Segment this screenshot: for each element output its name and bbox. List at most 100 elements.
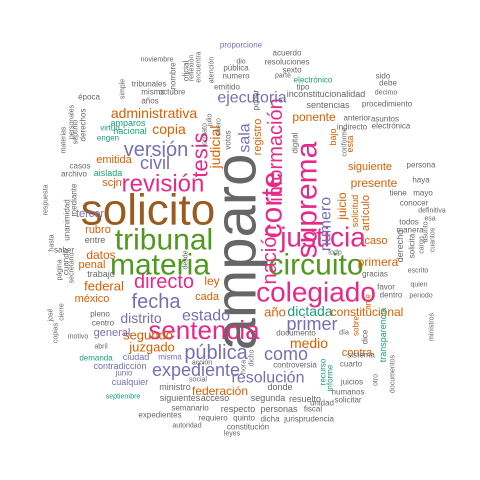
cloud-word: ciudad (123, 352, 150, 362)
cloud-word: anterior (343, 114, 370, 123)
cloud-word: leyes (224, 431, 241, 438)
cloud-word: octubre (159, 88, 186, 97)
cloud-word: versión (124, 139, 188, 161)
cloud-word: atención (209, 57, 216, 84)
cloud-word: contra (342, 347, 373, 359)
cloud-word: decimo (375, 90, 398, 97)
cloud-word: tiene (389, 189, 407, 198)
cloud-word: rubro (85, 224, 111, 236)
cloud-word: cuando (62, 248, 71, 275)
cloud-word: dictada (287, 303, 332, 319)
cloud-word: centro (92, 319, 115, 328)
cloud-word: suprema (291, 141, 324, 258)
cloud-word: distrito (120, 310, 161, 326)
cloud-word: cuarto (340, 360, 363, 369)
cloud-word: méxico (75, 293, 110, 305)
cloud-word: amparos (110, 118, 146, 128)
cloud-word: archivo (61, 170, 87, 179)
cloud-word: derechos (79, 109, 88, 142)
cloud-word: documentos (390, 354, 397, 393)
cloud-word: julio (207, 114, 214, 128)
cloud-word: número (318, 197, 335, 251)
cloud-word: unidad (310, 399, 334, 408)
cloud-word: ante (364, 294, 373, 310)
cloud-word: civil (140, 153, 170, 173)
cloud-word: dicha (260, 415, 280, 424)
cloud-word: cierre (59, 303, 66, 321)
cloud-word: digital (291, 132, 300, 153)
cloud-word: información (265, 98, 287, 201)
cloud-word: todos (399, 218, 419, 227)
cloud-word: hora (241, 360, 248, 374)
cloud-word: revisión (122, 171, 205, 198)
cloud-word: periodo (409, 293, 432, 300)
cloud-word: expedientes (138, 411, 181, 420)
cloud-word: emitido (214, 83, 240, 92)
cloud-word: solicitud (350, 195, 360, 228)
cloud-word: ponente (292, 110, 336, 124)
cloud-word: sido (376, 72, 391, 81)
cloud-word: haya (412, 176, 430, 185)
cloud-word: personales (69, 104, 76, 139)
cloud-word: constitución (227, 423, 269, 432)
cloud-word: manera (396, 226, 424, 235)
cloud-word: cualquier (112, 377, 149, 387)
cloud-word: resolución (232, 370, 305, 387)
cloud-word: acceso (201, 393, 230, 403)
cloud-word: simple (120, 79, 127, 99)
cloud-word: tribunales (132, 80, 167, 89)
cloud-word: juzgado (128, 340, 175, 355)
cloud-word: materia (110, 249, 210, 282)
cloud-word: aislada (94, 168, 123, 178)
cloud-word: quinto (233, 414, 255, 423)
cloud-word: solicitar (334, 396, 361, 405)
cloud-word: fecha (132, 291, 182, 313)
cloud-word: mayo (413, 189, 433, 198)
cloud-word: septiembre (106, 394, 141, 401)
cloud-word: numero (222, 72, 250, 81)
cloud-word: jurisprudencia (283, 415, 334, 424)
cloud-word: penal (79, 259, 106, 271)
cloud-word: encuentra (196, 51, 203, 82)
cloud-word: enero (216, 118, 223, 136)
cloud-word: como (264, 344, 308, 364)
cloud-word: todp (328, 250, 342, 257)
cloud-word: primera (358, 255, 399, 269)
cloud-word: siguiente (348, 161, 392, 173)
cloud-word: tercer (76, 208, 104, 220)
cloud-word: contradicción (93, 361, 146, 371)
cloud-word: sentencia (148, 315, 260, 345)
cloud-word: medio (290, 335, 328, 351)
cloud-word: definitiva (418, 208, 446, 215)
cloud-word: sobre (352, 315, 361, 336)
cloud-word: ley (204, 274, 219, 288)
cloud-word: debe (379, 79, 397, 88)
cloud-word: dice (361, 329, 370, 344)
cloud-word: respecto (221, 404, 256, 414)
cloud-word: otro (373, 374, 380, 386)
cloud-word: respuesta (43, 185, 50, 216)
cloud-word: bajo (328, 128, 338, 145)
cloud-word: segundo (123, 328, 173, 343)
cloud-word: favor (377, 283, 395, 292)
cloud-word: general (94, 327, 131, 339)
cloud-word: ministro (159, 382, 191, 392)
cloud-word: social (189, 377, 207, 384)
cloud-word: humanos (332, 388, 365, 397)
cloud-word: asunto (423, 221, 430, 242)
cloud-word: nacional (113, 126, 147, 136)
cloud-word: parte (275, 73, 291, 80)
cloud-word: hasta (49, 234, 56, 251)
cloud-word: dio (236, 59, 245, 66)
cloud-word: juicios (340, 378, 363, 387)
cloud-word: junio (115, 369, 133, 378)
cloud-word: pública (184, 342, 248, 364)
cloud-word: nación (259, 226, 281, 285)
cloud-word: conforme (342, 127, 349, 156)
cloud-word: federación (192, 384, 248, 398)
cloud-word: escrito (408, 268, 429, 275)
cloud-word: noviembre (141, 57, 174, 64)
cloud-word: primer (286, 314, 337, 334)
cloud-word: fiscal (304, 405, 322, 414)
